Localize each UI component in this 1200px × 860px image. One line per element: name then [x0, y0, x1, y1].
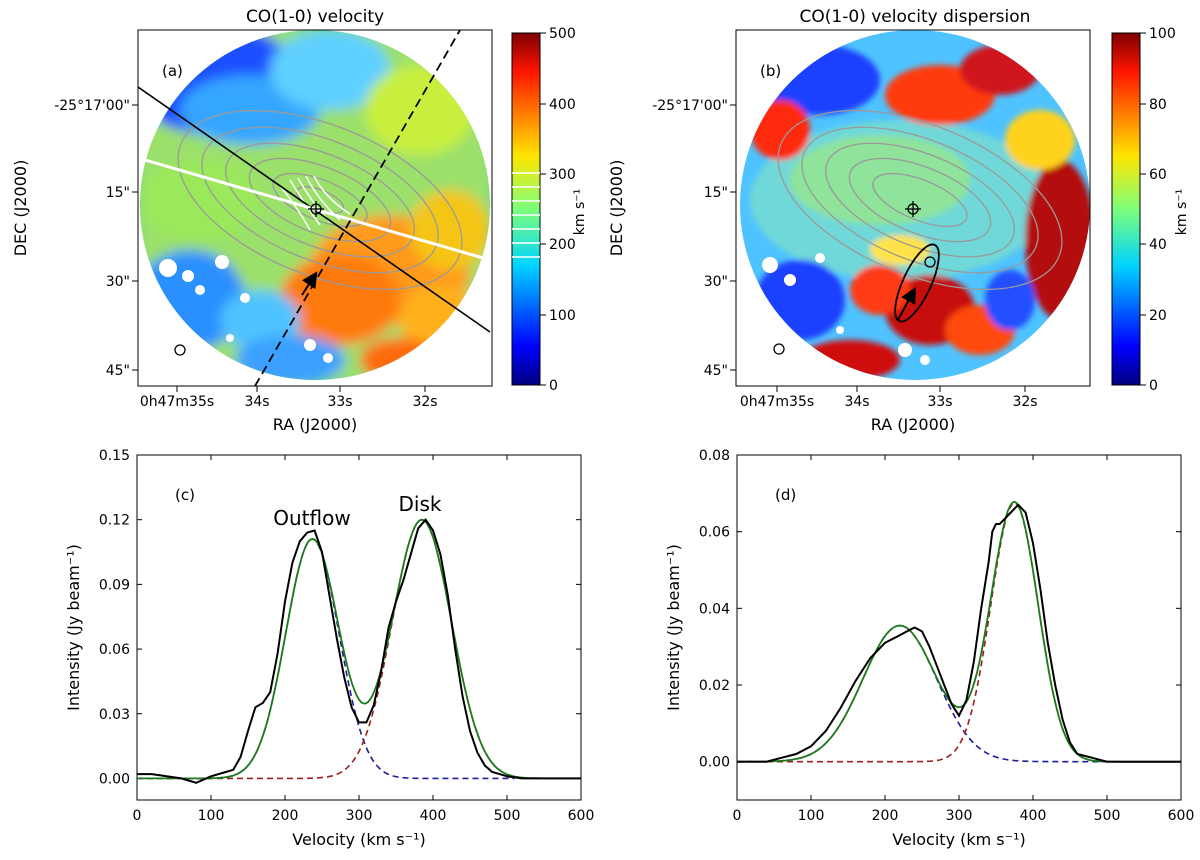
x-tick-label: 0 [133, 808, 142, 824]
x-axis-label: Velocity (km s⁻¹) [892, 830, 1025, 849]
ra-tick: 33s [927, 394, 952, 410]
dec-tick: 15" [106, 185, 130, 201]
panel-a: CO(1-0) velocity [11, 7, 588, 434]
gaussian-component [737, 501, 1115, 763]
total-fit [137, 518, 581, 780]
x-tick-label: 200 [872, 808, 899, 824]
ra-tick: 32s [412, 394, 437, 410]
outflow-arrow [301, 271, 318, 296]
outflow-arrow-b [897, 286, 916, 321]
ra-tick: 33s [327, 394, 352, 410]
x-tick-label: 400 [1020, 808, 1047, 824]
colorbar-tick: 40 [1149, 237, 1167, 253]
y-tick-label: 0.09 [99, 577, 130, 593]
colorbar-tick: 100 [1149, 26, 1176, 42]
y-tick-label: 0.08 [699, 448, 730, 464]
colorbar-unit: km s⁻¹ [572, 189, 588, 236]
colorbar-tick: 400 [549, 97, 576, 113]
x-tick-label: 600 [1168, 808, 1195, 824]
ra-tick: 0h47m35s [140, 394, 214, 410]
panel-b-xlabel: RA (J2000) [871, 415, 955, 434]
y-tick-label: 0.12 [99, 513, 130, 529]
colorbar-tick: 200 [549, 237, 576, 253]
outflow-marker [924, 256, 936, 268]
dec-tick: 30" [704, 274, 728, 290]
panel-a-ylabel: DEC (J2000) [11, 160, 30, 257]
y-tick-label: 0.06 [99, 642, 130, 658]
colorbar-unit: km s⁻¹ [1174, 189, 1190, 236]
dec-tick: 45" [106, 363, 130, 379]
panel-b-label: (b) [760, 62, 781, 80]
y-tick-label: 0.03 [99, 707, 130, 723]
plot-frame [736, 454, 1182, 801]
x-tick-label: 100 [798, 808, 825, 824]
plot-frame [136, 454, 582, 801]
observed-spectrum [137, 518, 581, 784]
y-tick-label: 0.06 [699, 525, 730, 541]
colorbar-a: 0 100 200 300 400 500 km s⁻¹ [511, 26, 588, 394]
ra-tick: 32s [1012, 394, 1037, 410]
minor-axis-line [254, 30, 461, 386]
colorbar-tick: 500 [549, 26, 576, 42]
observed-spectrum [737, 503, 1181, 763]
y-tick-label: 0.04 [699, 601, 730, 617]
y-tick-label: 0.00 [699, 755, 730, 771]
y-tick-label: 0.00 [99, 771, 130, 787]
colorbar-tick: 100 [549, 308, 576, 324]
dec-tick: -25°17'00" [54, 98, 130, 114]
beam-circle [174, 344, 186, 356]
peak-annotation: Disk [399, 492, 442, 516]
x-tick-label: 500 [494, 808, 521, 824]
panel-b: CO(1-0) velocity dispersion [607, 7, 1190, 434]
y-axis-label: Intensity (Jy beam⁻¹) [664, 544, 683, 711]
spectrum-chart-c: 0 100 200 300 400 500 600 0.00 0.03 0.06 0.09 0.12 0… [64, 448, 594, 849]
colorbar-tick: 20 [1149, 308, 1167, 324]
spectrum-chart-d: 0 100 200 300 400 500 600 0.00 0.02 0.04 0.06 0.08 V… [664, 448, 1194, 849]
y-axis-label: Intensity (Jy beam⁻¹) [64, 544, 83, 711]
ra-tick: 34s [844, 394, 869, 410]
panel-a-label: (a) [162, 62, 183, 80]
x-tick-label: 300 [946, 808, 973, 824]
gaussian-component [137, 518, 515, 780]
colorbar-b: 0 20 40 60 80 100 km s⁻¹ [1111, 26, 1190, 394]
panel-b-title: CO(1-0) velocity dispersion [800, 7, 1031, 27]
outflow-ellipse [894, 243, 940, 323]
panel-a-xlabel: RA (J2000) [273, 415, 357, 434]
velocity-map [140, 30, 490, 380]
x-tick-label: 300 [346, 808, 373, 824]
y-tick-label: 0.15 [99, 448, 130, 464]
dispersion-map [740, 30, 1090, 380]
nucleus-marker [308, 201, 324, 217]
peak-annotation: Outflow [273, 506, 350, 530]
panel-a-frame [137, 29, 493, 387]
intensity-contours-b [777, 109, 1063, 291]
x-axis-label: Velocity (km s⁻¹) [292, 830, 425, 849]
panel-a-title: CO(1-0) velocity [246, 7, 384, 27]
panel-label: (c) [175, 486, 195, 504]
colorbar-tick: 0 [1149, 378, 1158, 394]
dec-tick: 15" [704, 185, 728, 201]
x-tick-label: 400 [420, 808, 447, 824]
ra-tick: 0h47m35s [740, 394, 814, 410]
dec-tick: 45" [704, 363, 728, 379]
dec-tick: -25°17'00" [652, 98, 728, 114]
x-tick-label: 600 [568, 808, 595, 824]
colorbar-tick: 80 [1149, 97, 1167, 113]
colorbar-tick: 0 [549, 378, 558, 394]
panel-label: (d) [775, 486, 796, 504]
panel-b-frame [735, 29, 1091, 387]
dec-tick: 30" [106, 274, 130, 290]
y-tick-label: 0.02 [699, 678, 730, 694]
colorbar-tick: 60 [1149, 167, 1167, 183]
beam-circle-b [773, 343, 785, 355]
x-tick-label: 200 [272, 808, 299, 824]
x-tick-label: 100 [198, 808, 225, 824]
panel-b-ylabel: DEC (J2000) [607, 160, 626, 257]
x-tick-label: 0 [733, 808, 742, 824]
ra-tick: 34s [244, 394, 269, 410]
colorbar-tick: 300 [549, 167, 576, 183]
nucleus-marker-b [905, 201, 921, 217]
x-tick-label: 500 [1094, 808, 1121, 824]
